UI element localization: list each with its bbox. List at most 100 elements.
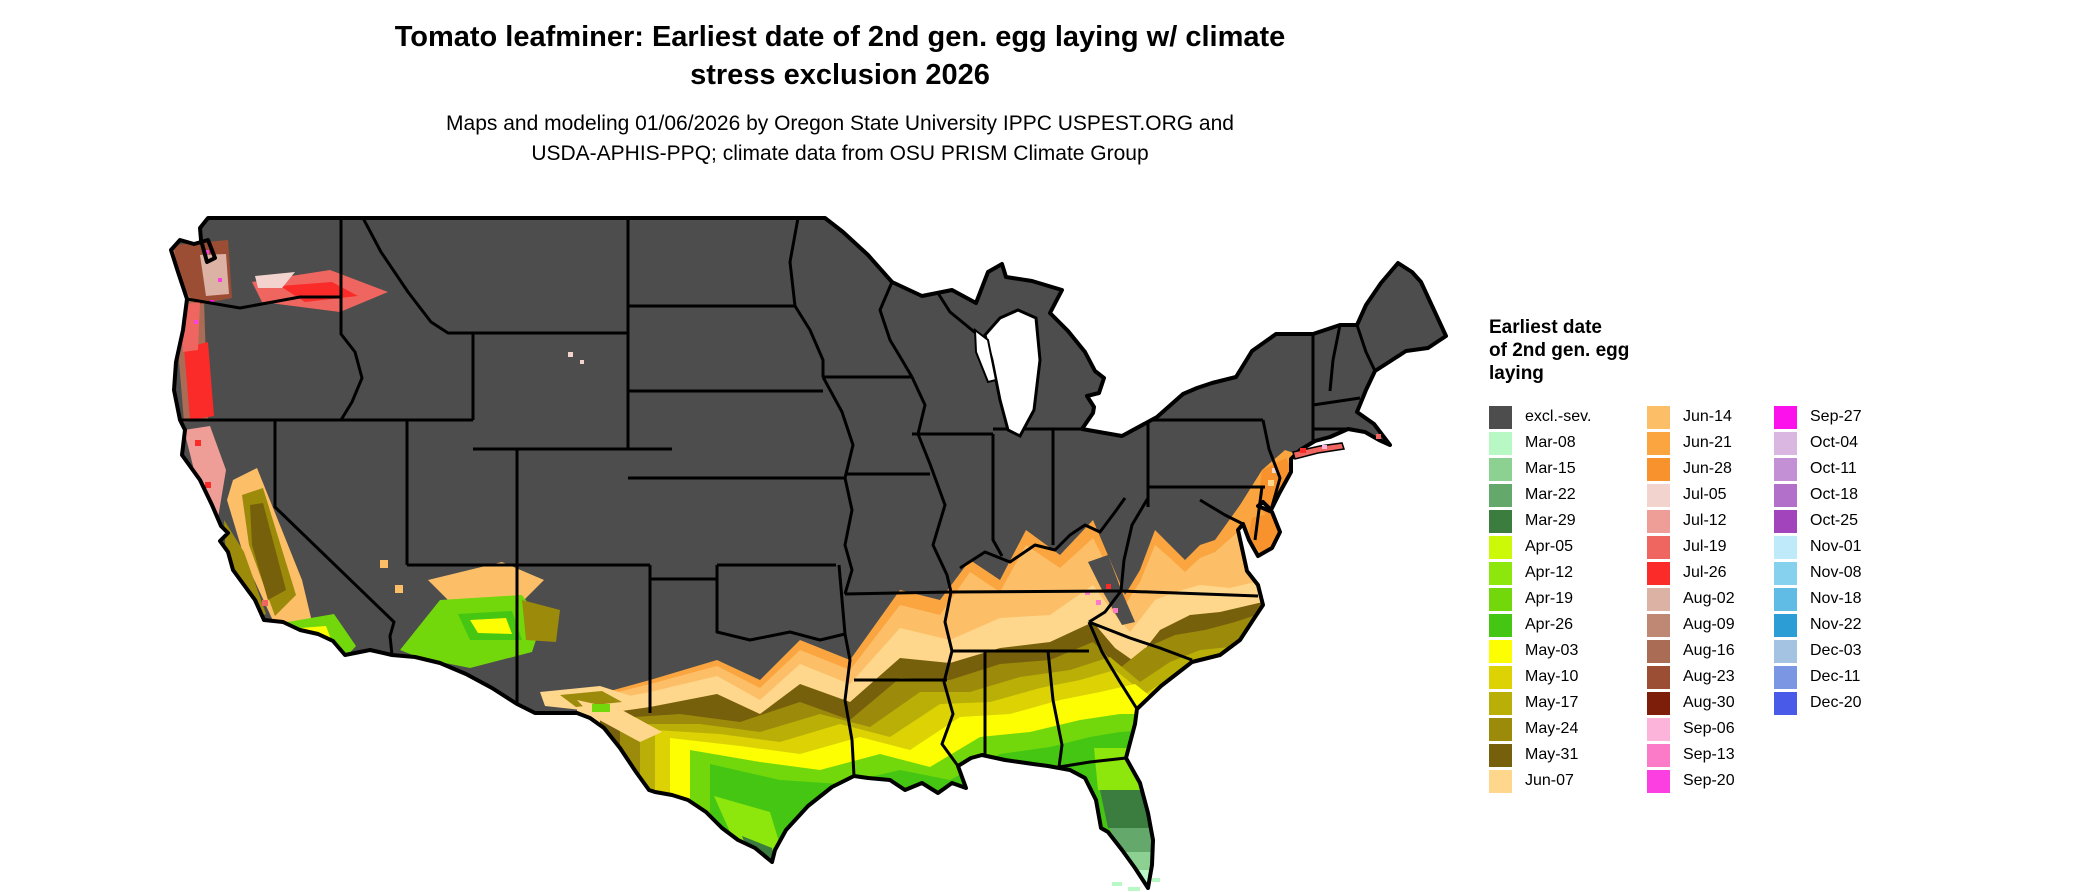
ne-coastal-slivers	[1292, 434, 1381, 460]
legend-label: Jun-14	[1683, 408, 1732, 425]
map-patch-puget	[200, 254, 229, 296]
legend-label: May-31	[1525, 746, 1579, 763]
map-speck	[1096, 600, 1101, 605]
legend-item: Aug-16	[1647, 638, 1735, 664]
legend-item: Nov-22	[1774, 612, 1862, 638]
map-speck	[395, 585, 403, 593]
legend-swatch	[1774, 587, 1797, 611]
legend-swatch	[1647, 431, 1670, 455]
map-speck	[1112, 882, 1122, 886]
legend-swatch	[1489, 509, 1512, 533]
legend-label: Mar-08	[1525, 434, 1576, 451]
map-speck	[568, 352, 573, 357]
legend-label: Jul-19	[1683, 538, 1727, 555]
legend-label: May-24	[1525, 720, 1579, 737]
legend-swatch	[1489, 769, 1512, 793]
map-speck	[380, 560, 388, 568]
legend-swatch	[1647, 691, 1670, 715]
legend-label: Aug-30	[1683, 694, 1735, 711]
great-lakes	[973, 308, 1042, 438]
legend-swatch	[1489, 457, 1512, 481]
legend-swatch	[1774, 509, 1797, 533]
legend-swatch	[1489, 587, 1512, 611]
legend-item: Apr-26	[1489, 612, 1591, 638]
legend-label: Jun-07	[1525, 772, 1574, 789]
legend-label: Aug-09	[1683, 616, 1735, 633]
map-patch-fl-3	[1110, 828, 1162, 852]
legend-swatch	[1647, 561, 1670, 585]
map-speck	[1113, 608, 1118, 613]
legend-title: Earliest date of 2nd gen. egg laying	[1489, 316, 1629, 386]
subtitle: Maps and modeling 01/06/2026 by Oregon S…	[140, 109, 1540, 170]
legend-swatch	[1647, 613, 1670, 637]
state-borders	[180, 218, 1377, 777]
legend-label: Sep-20	[1683, 772, 1735, 789]
map-speck	[1376, 434, 1381, 439]
map-patch-az-core	[470, 618, 512, 634]
legend-swatch	[1489, 691, 1512, 715]
page-title-line-2: stress exclusion 2026	[690, 59, 990, 92]
legend-item: Apr-12	[1489, 560, 1591, 586]
legend-label: May-03	[1525, 642, 1579, 659]
map-speck	[205, 482, 211, 488]
legend-label: Jun-21	[1683, 434, 1732, 451]
legend-item: Oct-18	[1774, 482, 1862, 508]
legend-label: Jul-12	[1683, 512, 1727, 529]
legend-column-2: Jun-14 Jun-21 Jun-28 Jul-05 Jul-12 Jul-19 Jul-…	[1647, 404, 1735, 794]
legend-swatch	[1647, 665, 1670, 689]
legend-swatch	[1647, 717, 1670, 741]
legend-label: Aug-23	[1683, 668, 1735, 685]
subtitle-line-1: Maps and modeling 01/06/2026 by Oregon S…	[446, 111, 1234, 135]
legend-label: Dec-11	[1810, 668, 1861, 685]
legend-label: Sep-13	[1683, 746, 1735, 763]
legend-label: Sep-06	[1683, 720, 1735, 737]
map-patch-coastrange	[224, 520, 266, 620]
legend-label: May-17	[1525, 694, 1579, 711]
legend-label: Sep-27	[1810, 408, 1862, 425]
legend-label: Jul-26	[1683, 564, 1727, 581]
legend-label: Oct-04	[1810, 434, 1859, 451]
legend-item: May-24	[1489, 716, 1591, 742]
legend-swatch	[1647, 457, 1670, 481]
legend-item: Dec-20	[1774, 690, 1862, 716]
legend-swatch	[1774, 613, 1797, 637]
legend-item: Sep-20	[1647, 768, 1735, 794]
map-speck	[1322, 445, 1327, 449]
legend-item: Mar-15	[1489, 456, 1591, 482]
legend-item: Jun-14	[1647, 404, 1735, 430]
legend-swatch	[1489, 639, 1512, 663]
subtitle-line-2: USDA-APHIS-PPQ; climate data from OSU PR…	[531, 141, 1149, 165]
legend-title-line-3: laying	[1489, 363, 1544, 385]
map-speck	[592, 704, 610, 712]
legend-swatch	[1774, 405, 1797, 429]
legend-label: Oct-18	[1810, 486, 1859, 503]
legend-item: May-17	[1489, 690, 1591, 716]
legend-swatch	[1489, 561, 1512, 585]
legend-swatch	[1774, 691, 1797, 715]
legend-label: Nov-18	[1810, 590, 1862, 607]
legend-title-line-1: Earliest date	[1489, 317, 1602, 338]
map-speck	[1128, 887, 1140, 891]
legend-swatch	[1489, 743, 1512, 767]
legend-swatch	[1774, 639, 1797, 663]
legend-item: Jul-19	[1647, 534, 1735, 560]
legend-item: Apr-19	[1489, 586, 1591, 612]
legend-item: Mar-08	[1489, 430, 1591, 456]
legend-label: Apr-19	[1525, 590, 1574, 607]
legend-item: Sep-27	[1774, 404, 1862, 430]
legend-swatch	[1774, 561, 1797, 585]
legend-swatch	[1489, 613, 1512, 637]
legend-column-3: Sep-27 Oct-04 Oct-11 Oct-18 Oct-25 Nov-01 Nov-…	[1774, 404, 1862, 716]
legend-swatch	[1647, 509, 1670, 533]
legend-item: Aug-23	[1647, 664, 1735, 690]
legend-swatch	[1489, 717, 1512, 741]
map-patch-stx	[714, 796, 780, 858]
legend-item: Jun-28	[1647, 456, 1735, 482]
legend-item: Oct-04	[1774, 430, 1862, 456]
map-speck	[195, 440, 201, 446]
legend-label: Mar-22	[1525, 486, 1576, 503]
legend-item: Aug-09	[1647, 612, 1735, 638]
legend-label: Apr-12	[1525, 564, 1574, 581]
legend-label: Dec-03	[1810, 642, 1862, 659]
map-patch-orvalley	[184, 342, 214, 420]
